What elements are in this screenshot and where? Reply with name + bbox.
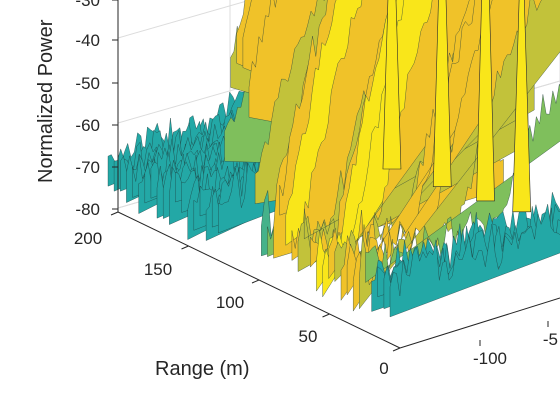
surface-strip-4 <box>365 83 560 283</box>
second-tick-label-1: -5 <box>543 330 558 349</box>
peak-1 <box>382 0 402 170</box>
range-tick-mark-3 <box>322 313 330 318</box>
z-tick-label-2: -50 <box>75 74 100 93</box>
range-tick-label-0: 200 <box>74 229 102 248</box>
grid-horizontal-3 <box>117 0 253 39</box>
range-tick-mark-2 <box>251 279 260 284</box>
z-tick-label-5: -80 <box>75 200 100 219</box>
peak-3 <box>476 0 495 202</box>
second-axis-line <box>399 297 560 349</box>
z-axis-label: Normalized Power <box>35 19 57 183</box>
range-tick-label-1: 150 <box>144 260 172 279</box>
range-tick-mark-4 <box>392 347 401 352</box>
surface-strip-0 <box>389 204 560 318</box>
range-tick-label-3: 50 <box>299 327 318 346</box>
peak-4 <box>512 0 532 213</box>
range-tick-label-2: 100 <box>216 293 244 312</box>
surface-mesh <box>107 0 560 318</box>
z-tick-label-0: -30 <box>75 0 100 10</box>
range-tick-mark-0 <box>110 211 119 216</box>
peak-2 <box>432 0 452 187</box>
z-tick-label-3: -60 <box>75 116 100 135</box>
range-axis-ticks: 200 150 100 50 0 <box>74 211 401 378</box>
z-tick-label-1: -40 <box>75 31 100 50</box>
second-axis-ticks: -100 -5 <box>473 321 558 368</box>
range-axis-label: Range (m) <box>155 358 249 380</box>
z-axis-ticks: -30 -40 -50 -60 -70 -80 <box>75 0 118 219</box>
range-tick-label-4: 0 <box>379 359 388 378</box>
second-tick-label-0: -100 <box>473 349 507 368</box>
z-tick-label-4: -70 <box>75 158 100 177</box>
range-tick-mark-1 <box>181 245 189 250</box>
